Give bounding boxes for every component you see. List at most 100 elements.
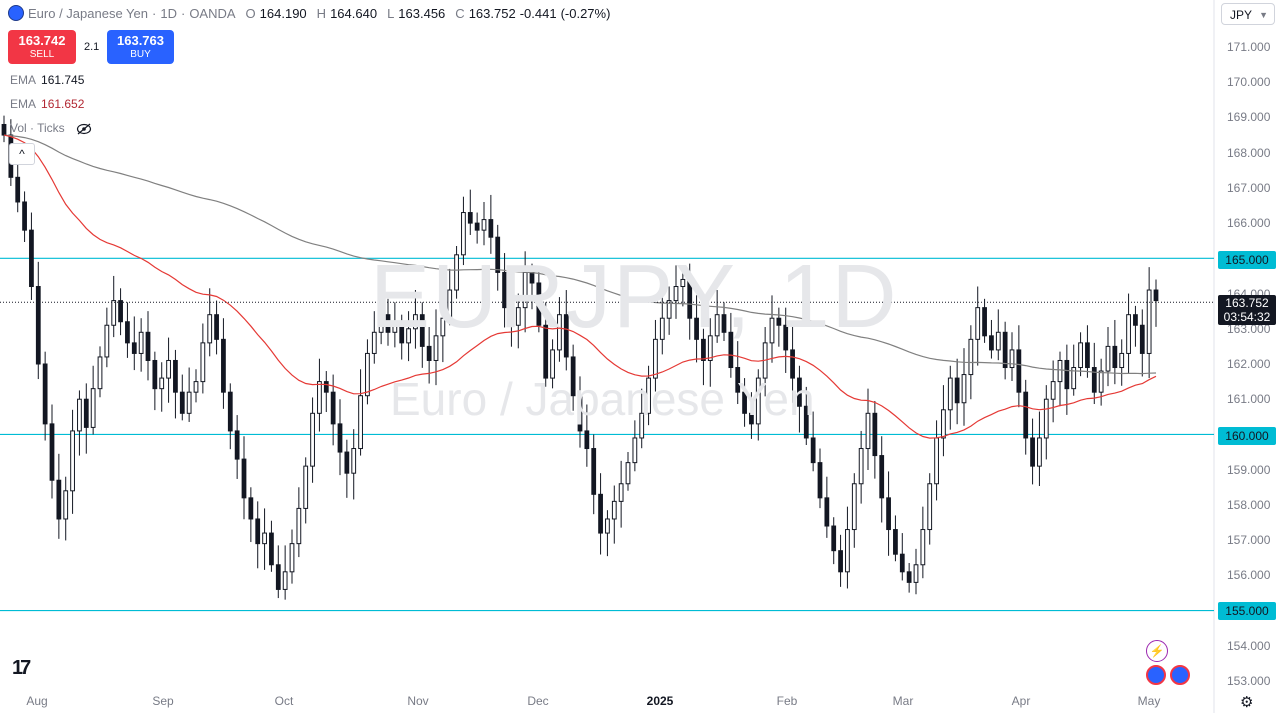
candle-down [886, 497, 891, 531]
candle-down [275, 564, 281, 590]
candle-down [488, 219, 494, 238]
candle-down [728, 331, 734, 369]
candle-up [975, 307, 981, 340]
high-value: 164.640 [330, 5, 378, 21]
current-price-value: 163.752 [1225, 296, 1269, 310]
candle-down [598, 493, 603, 534]
name-watermark: Euro / Japanese Yen [390, 373, 815, 425]
time-tick-label: 2025 [646, 694, 674, 708]
candle-down [797, 377, 802, 407]
chevron-up-icon: ^ [19, 147, 25, 161]
candle-down [35, 286, 41, 365]
candle-down [1030, 437, 1035, 467]
level-label-155: 155.000 [1218, 602, 1276, 620]
candle-down [790, 349, 795, 379]
price-tick-label: 162.000 [1227, 357, 1271, 371]
candle-down [838, 550, 843, 573]
symbol-header: Euro / Japanese Yen · 1D · OANDA O 164.19… [8, 5, 610, 21]
candle-up [440, 317, 446, 337]
tradingview-logo[interactable]: 17 [12, 657, 31, 679]
candle-down [234, 430, 240, 460]
candle-down [125, 321, 130, 344]
candle-up [707, 335, 713, 361]
candle-up [769, 317, 775, 344]
ema-legend-1[interactable]: EMA 161.745 [10, 73, 84, 87]
candle-down [906, 571, 912, 583]
candle-down [831, 525, 837, 552]
candle-up [378, 314, 384, 333]
candle-down [179, 391, 185, 414]
candle-down [776, 317, 782, 326]
candle-down [563, 314, 569, 358]
ema-legend-value: 161.745 [41, 73, 85, 87]
price-tick-label: 159.000 [1227, 462, 1271, 477]
eu-flag-icon[interactable] [1170, 665, 1190, 685]
candle-down [1085, 342, 1090, 369]
price-tick-label: 163.000 [1227, 321, 1271, 336]
candle-down [495, 236, 501, 273]
candle-up [680, 278, 686, 288]
eye-hidden-icon[interactable] [76, 123, 92, 135]
time-tick-label: Oct [274, 694, 294, 708]
candle-up [968, 338, 974, 376]
candle-up [63, 490, 69, 520]
interval-label[interactable]: 1D [160, 5, 177, 21]
candle-up [858, 448, 864, 485]
candle-up [433, 335, 439, 361]
candle-up [1126, 314, 1131, 354]
candle-up [673, 286, 679, 302]
candle-up [207, 314, 213, 344]
candle-down [337, 423, 343, 453]
candle-up [303, 465, 309, 509]
candle-down [1133, 314, 1138, 326]
gear-icon[interactable]: ⚙ [1240, 694, 1254, 711]
symbol-title[interactable]: Euro / Japanese Yen [28, 5, 148, 21]
time-tick-label: Aug [26, 694, 48, 708]
ema-fast-line [3, 134, 1157, 439]
candle-down [701, 338, 706, 361]
candle-up [666, 300, 672, 319]
collapse-legend-button[interactable]: ^ [9, 143, 35, 165]
open-value: 164.190 [259, 5, 307, 21]
candle-up [289, 543, 295, 573]
candle-up [639, 412, 645, 439]
buy-button[interactable]: 163.763 BUY [107, 30, 174, 64]
candle-up [625, 462, 631, 485]
candle-down [584, 430, 590, 450]
candle-down [15, 176, 21, 203]
candle-down [426, 345, 432, 361]
lightning-icon[interactable]: ⚡ [1146, 640, 1168, 662]
volume-legend[interactable]: Vol · Ticks [10, 121, 92, 135]
sell-label: SELL [29, 49, 55, 60]
candle-down [742, 391, 747, 414]
time-tick-label: Sep [152, 694, 174, 708]
close-value: 163.752 [468, 5, 516, 21]
candle-down [872, 412, 878, 457]
candle-up [550, 349, 555, 379]
candle-down [83, 398, 89, 428]
sell-button[interactable]: 163.742 SELL [8, 30, 76, 64]
candle-up [557, 314, 562, 351]
price-tick-label: 158.000 [1227, 497, 1271, 512]
candle-up [755, 377, 761, 425]
eu-flag-icon[interactable] [1146, 665, 1166, 685]
candle-down [474, 222, 480, 231]
candle-down [49, 423, 55, 481]
candle-up [995, 331, 1001, 351]
price-tick-label: 169.000 [1227, 110, 1271, 125]
candle-down [749, 412, 754, 425]
candle-down [241, 458, 247, 499]
currency-select[interactable]: JPY ▼ [1221, 3, 1275, 25]
candle-down [1023, 391, 1029, 439]
candle-up [1037, 437, 1042, 467]
flag-icon [8, 5, 24, 21]
candle-down [214, 314, 219, 340]
candle-up [159, 377, 165, 390]
candle-down [56, 479, 62, 520]
ema-legend-2[interactable]: EMA 161.652 [10, 97, 84, 111]
candle-down [29, 229, 34, 288]
exchange-label: OANDA [189, 5, 236, 21]
ema-slow-line [3, 134, 1157, 375]
ema-legend-value: 161.652 [41, 97, 85, 111]
